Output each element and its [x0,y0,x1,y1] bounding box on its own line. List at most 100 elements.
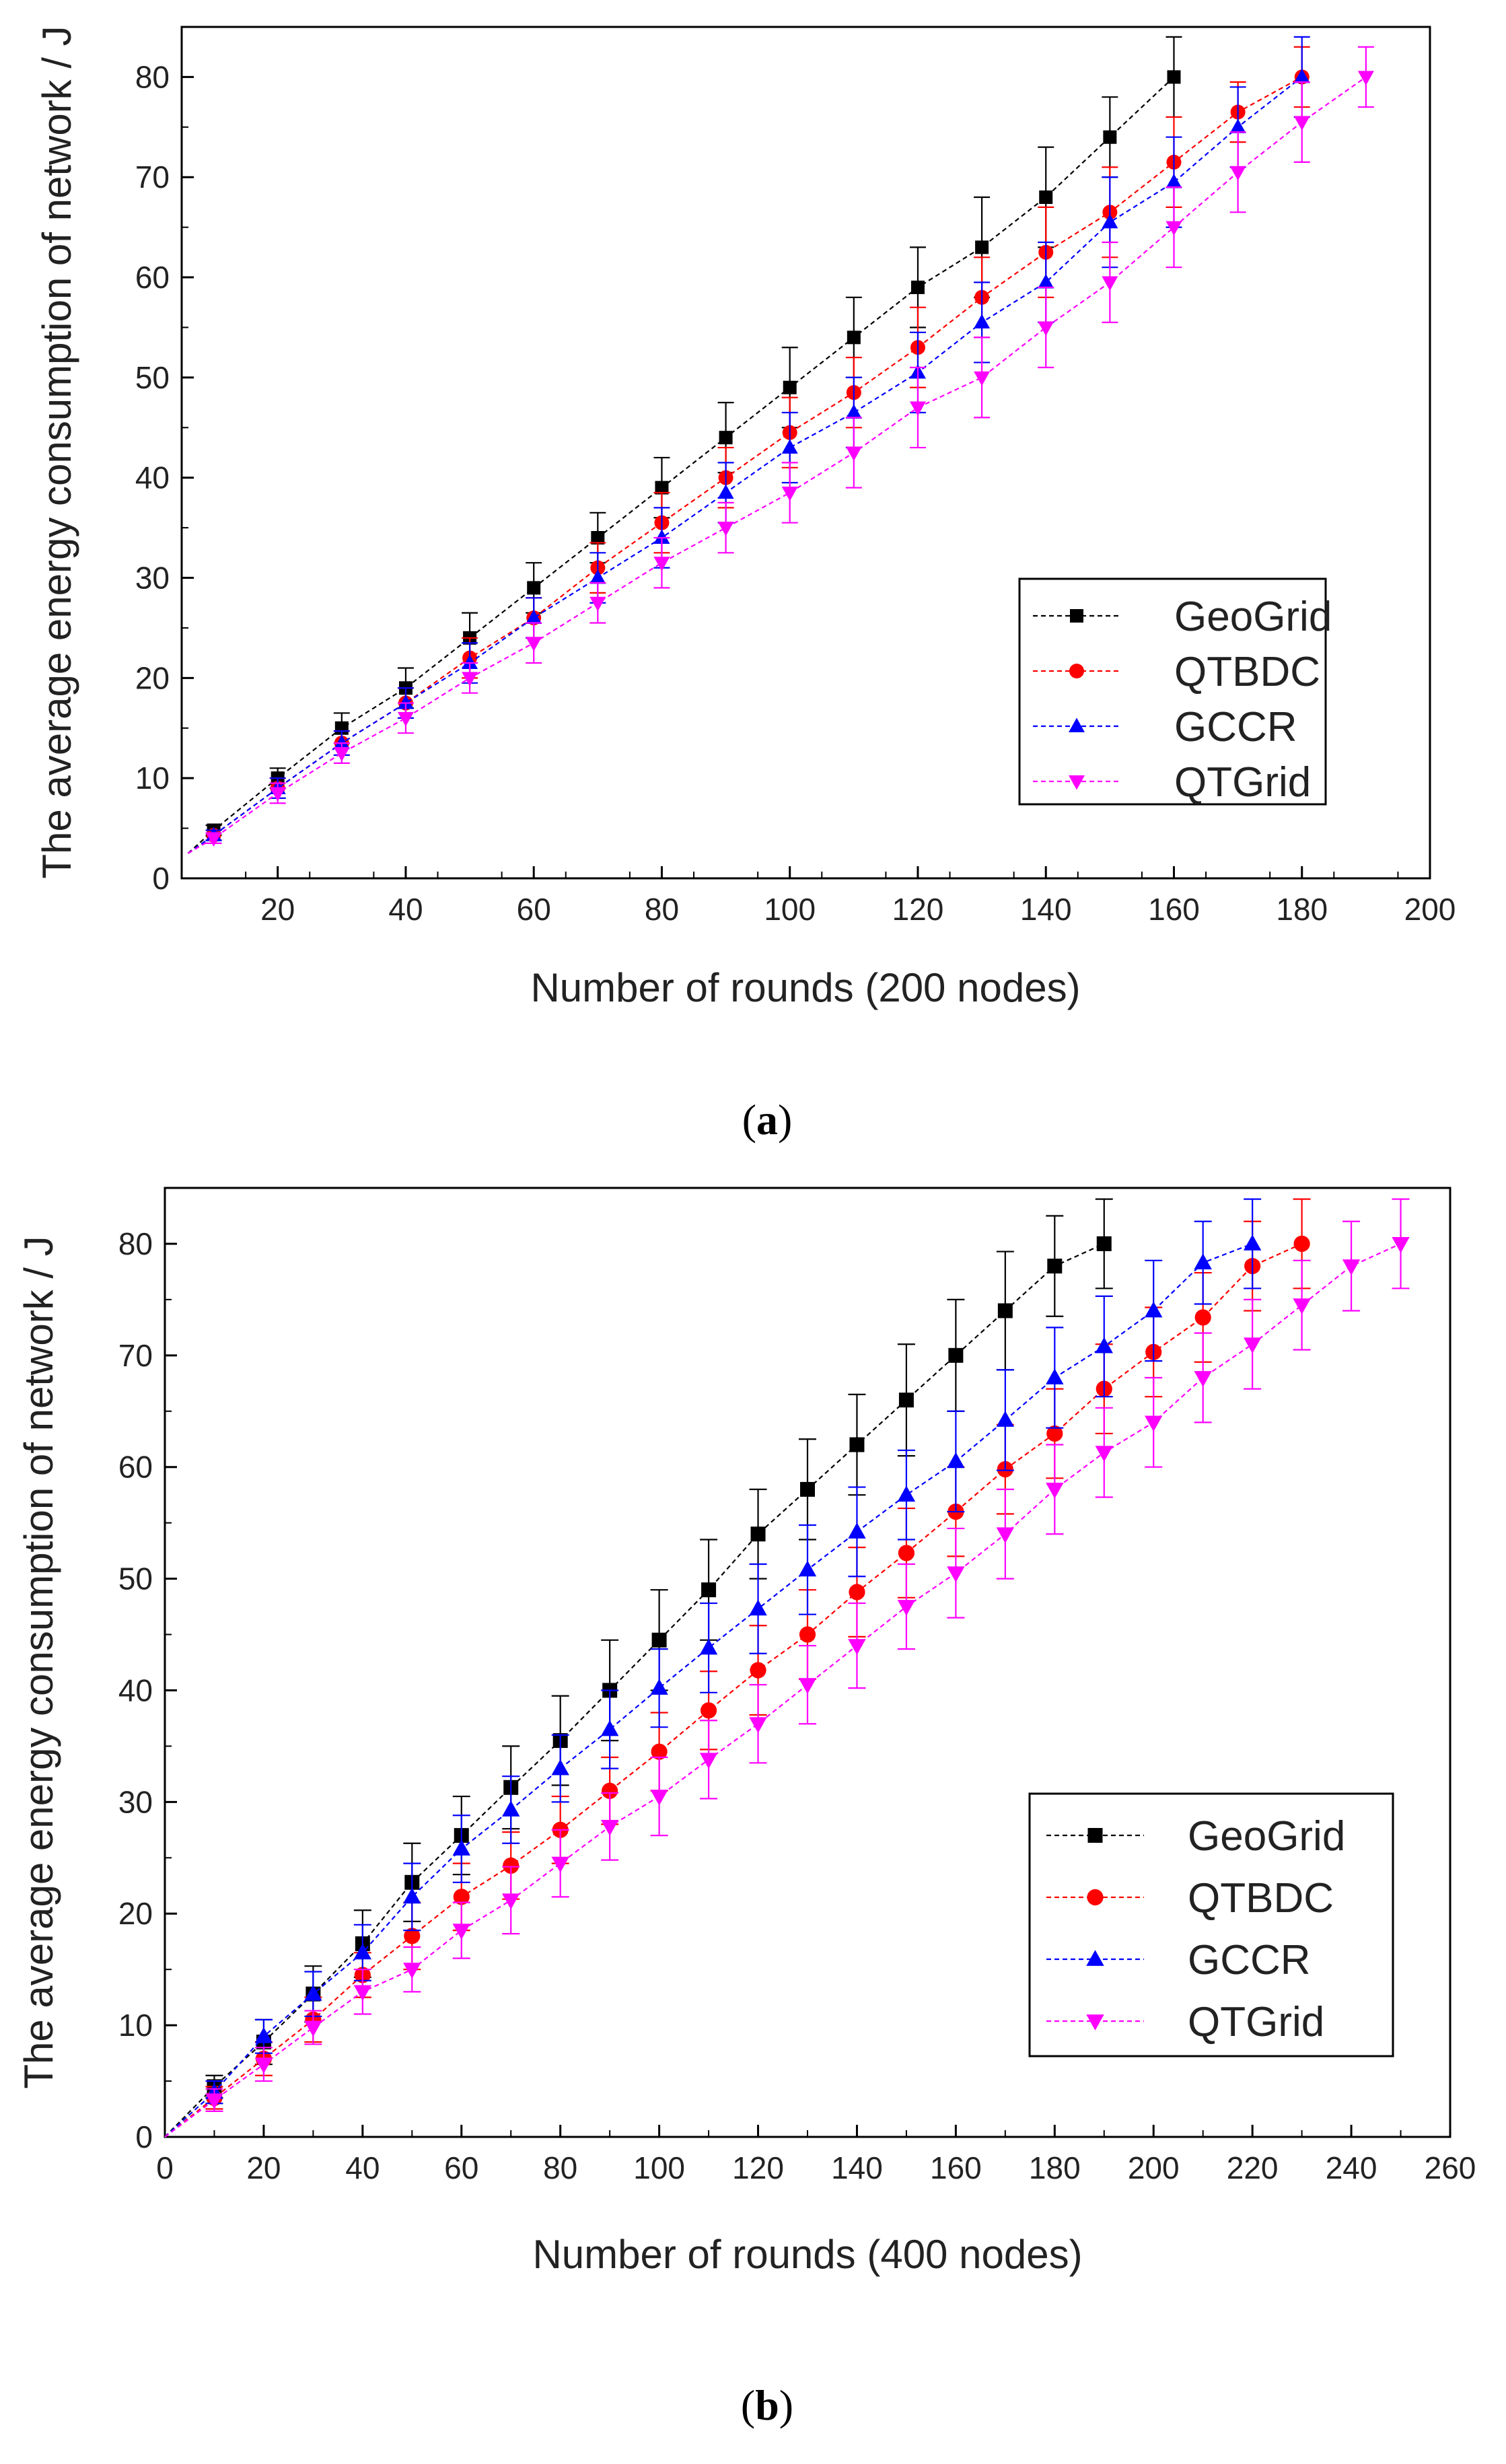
data-point [462,672,478,687]
x-tick-label: 260 [1425,2150,1476,2185]
x-tick-label: 140 [1020,892,1072,927]
data-point [849,1584,865,1600]
data-point [1166,221,1182,236]
data-point [798,1678,817,1694]
y-tick-label: 40 [135,460,170,495]
legend-item-geogrid: GeoGrid [1046,1813,1345,1860]
y-tick-label: 70 [118,1338,153,1373]
legend-item-gccr: GCCR [1033,704,1297,750]
data-point [750,1662,766,1679]
data-point [849,1437,865,1452]
legend-marker [1069,664,1084,678]
legend-label: QTBDC [1188,1875,1334,1922]
data-point [353,1943,372,1960]
data-point [781,487,798,501]
data-point [600,1819,619,1836]
legend-label: GCCR [1174,704,1297,750]
data-point [975,240,989,254]
data-point [910,280,925,294]
data-point [600,1720,619,1736]
x-tick-label: 60 [517,892,551,927]
x-tick-label: 120 [732,2150,784,2185]
data-point [947,1452,965,1469]
y-tick-label: 60 [118,1450,153,1485]
legend-item-qtgrid: QTGrid [1046,1999,1324,2045]
y-tick-label: 20 [135,660,170,695]
legend-label: QTGrid [1174,759,1311,806]
data-point [750,1526,766,1542]
data-point [502,1893,520,1910]
data-point [205,2093,223,2110]
plot-frame [180,26,1431,880]
legend-item-qtbdc: QTBDC [1046,1875,1334,1922]
y-tick-label: 50 [135,360,170,395]
data-point [333,734,350,750]
y-tick-label: 20 [118,1896,153,1931]
data-point [1046,1425,1063,1442]
data-point [717,484,734,499]
data-point [800,1481,815,1497]
legend-label: GeoGrid [1188,1813,1345,1860]
x-tick-label: 120 [892,892,944,927]
x-tick-label: 160 [930,2150,982,2185]
data-point [1102,213,1118,229]
series-line [164,1242,1105,2138]
data-point [781,439,798,454]
data-point [304,2020,322,2037]
data-point [847,330,861,345]
x-tick-label: 100 [764,892,816,927]
data-point [848,1639,866,1655]
data-point [719,431,733,445]
data-point [1243,1337,1262,1353]
data-point [602,1782,618,1799]
x-tick-label: 140 [831,2150,883,2185]
data-point [452,1924,470,1940]
y-tick-label: 40 [118,1673,153,1708]
data-point [589,596,606,612]
data-point [1243,1234,1262,1251]
data-point [304,1984,322,2001]
data-point [974,371,991,386]
series-qtgrid [187,46,1374,854]
series-line [164,1242,1303,2138]
y-tick-label: 10 [135,761,170,796]
data-point [205,832,222,847]
data-point [1095,1446,1113,1462]
data-point [1293,68,1310,83]
x-tick-label: 220 [1227,2150,1279,2185]
x-tick-label: 240 [1326,2150,1377,2185]
data-point [897,1485,916,1502]
data-point [1095,1337,1113,1353]
data-point [996,1527,1015,1543]
legend-item-qtgrid: QTGrid [1033,759,1311,806]
x-tick-label: 20 [260,892,295,927]
data-point [699,1638,718,1655]
legend-label: GCCR [1188,1937,1311,1983]
x-tick-label: 40 [345,2150,380,2185]
series-qtgrid [164,1198,1410,2138]
data-point [397,711,414,727]
data-point [452,1839,470,1856]
legend-marker [1069,717,1085,732]
data-point [948,1347,964,1363]
data-point [845,404,862,419]
panel-a: 20 40 60 80 100 120 140 160 180 200 0 10 20 30 40 50 60 7… [34,26,1456,1143]
data-point [1047,1259,1063,1274]
y-tick-label: 30 [135,561,170,596]
data-point [404,1928,421,1944]
x-tick-label: 0 [156,2150,174,2185]
data-point [462,654,478,670]
data-point [551,1856,569,1873]
data-point [1194,1309,1211,1326]
x-axis-title: Number of rounds (400 nodes) [532,2232,1082,2277]
data-point [996,1411,1015,1427]
data-point [1194,1253,1212,1270]
data-point [397,695,414,709]
data-point [783,380,797,394]
data-point [526,637,542,652]
data-point [1145,1301,1163,1318]
data-point [527,581,541,595]
data-point [655,481,669,495]
data-point [650,1679,668,1695]
